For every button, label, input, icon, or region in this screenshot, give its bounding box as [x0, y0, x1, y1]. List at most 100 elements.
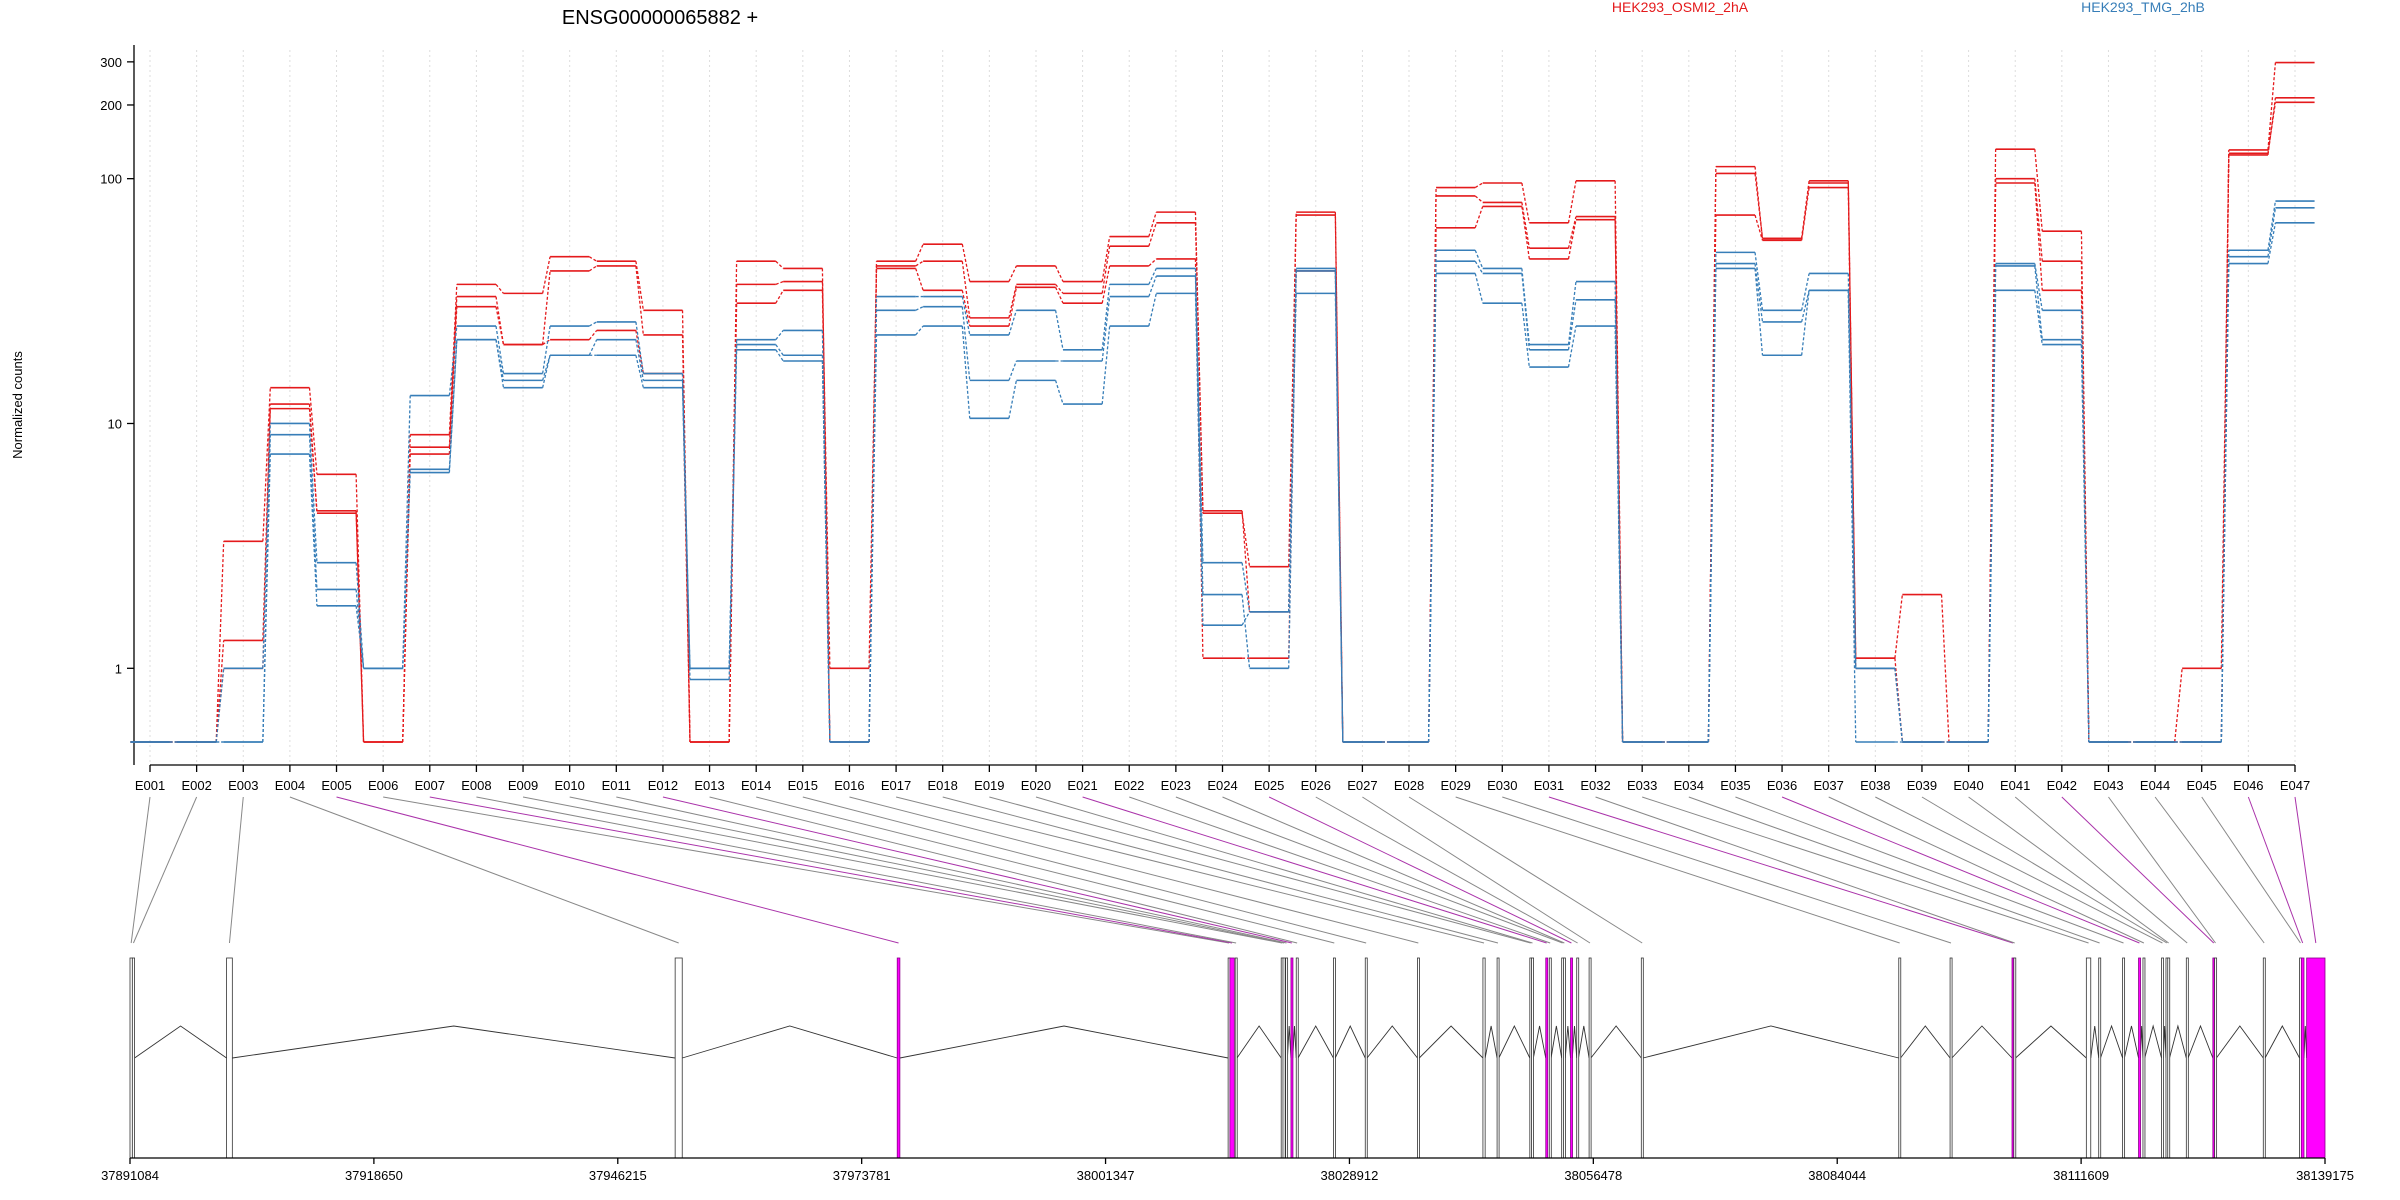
- y-axis-label: Normalized counts: [10, 351, 25, 459]
- intron-line: [134, 1025, 227, 1059]
- intron-line: [1366, 1025, 1418, 1059]
- exon-box: [1548, 957, 1552, 1159]
- x-tick-label: E013: [694, 778, 724, 793]
- x-tick-label: E033: [1627, 778, 1657, 793]
- x-tick-label: E030: [1487, 778, 1517, 793]
- exon-box: [2098, 957, 2102, 1159]
- x-tick-label: E040: [1953, 778, 1983, 793]
- exon-connector: [2014, 796, 2188, 944]
- exon-box: [1496, 957, 1500, 1159]
- x-tick-label: E035: [1720, 778, 1750, 793]
- y-tick-label: 1: [115, 661, 122, 676]
- exon-connector: [1222, 796, 1565, 944]
- exon-connector: [2154, 796, 2265, 944]
- x-tick-label: E012: [648, 778, 678, 793]
- exon-connectors: [130, 796, 2317, 944]
- chart-title: ENSG00000065882 +: [562, 7, 758, 29]
- exon-grid: [149, 50, 2296, 765]
- exon-connector: [895, 796, 1485, 944]
- exon-connector: [1921, 796, 2168, 944]
- x-tick-label: E024: [1207, 778, 1237, 793]
- y-tick-label: 300: [100, 55, 122, 70]
- exon-connector: [1828, 796, 2145, 944]
- x-tick-label: E025: [1254, 778, 1284, 793]
- exon-box: [896, 957, 901, 1159]
- exon-connector: [522, 796, 1283, 944]
- gene-model: [129, 957, 2326, 1159]
- intron-line: [1642, 1025, 1899, 1059]
- x-tick-label: E031: [1534, 778, 1564, 793]
- x-tick-label: E006: [368, 778, 398, 793]
- x-tick-label: E005: [321, 778, 351, 793]
- exon-connector: [133, 796, 198, 944]
- x-tick-label: E022: [1114, 778, 1144, 793]
- x-tick-label: E021: [1067, 778, 1097, 793]
- intron-line: [899, 1025, 1229, 1059]
- exon-box: [2306, 957, 2326, 1159]
- legend-entry-osmi2: HEK293_OSMI2_2hA: [1612, 0, 1749, 15]
- intron-line: [2144, 1024, 2162, 1059]
- exon-connector: [476, 796, 1237, 944]
- x-tick-label: E016: [834, 778, 864, 793]
- intron-line: [232, 1025, 676, 1059]
- x-tick-label: E001: [135, 778, 165, 793]
- x-tick-label: E046: [2233, 778, 2263, 793]
- intron-line: [1418, 1025, 1484, 1059]
- x-tick-label: E032: [1580, 778, 1610, 793]
- x-tick-label: E026: [1301, 778, 1331, 793]
- intron-line: [1297, 1025, 1334, 1059]
- exon-connector: [1035, 796, 1533, 944]
- exon-labels: E001 E002 E003 E004 E005 E006 E007 E008 E009 E010…: [135, 778, 2310, 793]
- x-tick-label: E003: [228, 778, 258, 793]
- exon-connector: [942, 796, 1499, 944]
- exon-box: [1545, 957, 1549, 1159]
- exon-connector: [756, 796, 1335, 944]
- intron-line: [2169, 1024, 2187, 1059]
- x-tick-label: E009: [508, 778, 538, 793]
- exon-connector: [1175, 796, 1563, 944]
- coord-tick-label: 37918650: [345, 1168, 403, 1183]
- y-tick-label: 200: [100, 98, 122, 113]
- coordinate-axis: 37891084 37918650 37946215 37973781 38001347…: [101, 1157, 2354, 1183]
- exon-connector: [1688, 796, 2100, 944]
- x-tick-label: E045: [2187, 778, 2217, 793]
- exon-box: [2262, 957, 2266, 1159]
- exon-connector: [1595, 796, 2015, 944]
- coord-tick-label: 38001347: [1077, 1168, 1135, 1183]
- exon-connector: [1502, 796, 1952, 944]
- exon-connector: [2294, 796, 2317, 944]
- exon-connector: [569, 796, 1285, 944]
- exon-box: [2013, 957, 2017, 1159]
- x-tick-label: E039: [1907, 778, 1937, 793]
- x-tick-label: E020: [1021, 778, 1051, 793]
- coord-tick-label: 38056478: [1564, 1168, 1622, 1183]
- exon-box: [1364, 957, 1368, 1159]
- y-tick-label: 100: [100, 172, 122, 187]
- exon-connector: [1082, 796, 1547, 944]
- x-tick-label: E041: [2000, 778, 2030, 793]
- intron-line: [1578, 1025, 1590, 1059]
- x-tick-label: E029: [1440, 778, 1470, 793]
- exon-connector: [1735, 796, 2124, 944]
- intron-line: [2090, 1025, 2100, 1059]
- intron-line: [2015, 1025, 2087, 1059]
- intron-line: [1236, 1025, 1282, 1059]
- exon-box: [2300, 957, 2305, 1159]
- exon-connector: [228, 796, 244, 944]
- exon-box: [674, 957, 683, 1159]
- intron-line: [1951, 1025, 2013, 1059]
- intron-line: [1900, 1025, 1951, 1059]
- exon-connector: [1362, 796, 1591, 944]
- exon-box: [1898, 957, 1902, 1159]
- intron-line: [1564, 1025, 1571, 1059]
- x-tick-label: E047: [2280, 778, 2310, 793]
- exon-box: [2142, 957, 2146, 1159]
- coord-tick-label: 37891084: [101, 1168, 159, 1183]
- exon-connector: [289, 796, 679, 944]
- intron-line: [1484, 1025, 1498, 1059]
- exon-connector: [1315, 796, 1578, 944]
- intron-line: [2100, 1024, 2124, 1059]
- exon-connector: [130, 796, 151, 944]
- x-tick-label: E015: [788, 778, 818, 793]
- legend-entry-tmg: HEK293_TMG_2hB: [2081, 0, 2205, 15]
